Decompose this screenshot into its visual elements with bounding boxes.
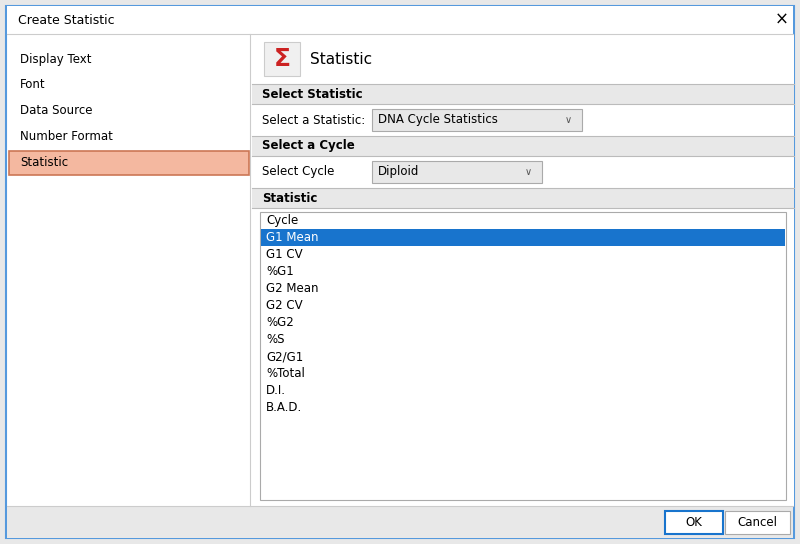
Text: %S: %S	[266, 333, 285, 346]
Text: ×: ×	[775, 11, 789, 29]
Text: Data Source: Data Source	[20, 104, 93, 118]
Bar	[252, 188, 794, 208]
Text: Display Text: Display Text	[20, 53, 91, 65]
Bar	[7, 6, 793, 34]
Text: DNA Cycle Statistics: DNA Cycle Statistics	[378, 114, 498, 127]
Text: %Total: %Total	[266, 367, 305, 380]
Text: Select Cycle: Select Cycle	[262, 165, 334, 178]
Text: G2 Mean: G2 Mean	[266, 282, 318, 295]
Bar	[7, 506, 793, 538]
Text: Select a Cycle: Select a Cycle	[262, 139, 354, 152]
Text: Select Statistic: Select Statistic	[262, 88, 362, 101]
Bar	[252, 84, 794, 104]
Text: G1 CV: G1 CV	[266, 248, 302, 261]
Bar	[8, 34, 250, 506]
Text: %G1: %G1	[266, 265, 294, 278]
Text: G2 CV: G2 CV	[266, 299, 302, 312]
Text: Σ: Σ	[274, 47, 290, 71]
Text: Statistic: Statistic	[262, 191, 318, 205]
Text: Statistic: Statistic	[310, 52, 372, 66]
Bar	[252, 136, 794, 156]
Bar	[264, 42, 300, 76]
Text: Create Statistic: Create Statistic	[18, 14, 114, 27]
Text: Select a Statistic:: Select a Statistic:	[262, 114, 366, 127]
Bar	[260, 212, 786, 500]
Text: OK: OK	[686, 516, 702, 529]
Text: Number Format: Number Format	[20, 131, 113, 144]
Text: Cycle: Cycle	[266, 214, 298, 227]
Text: Cancel: Cancel	[738, 516, 778, 529]
Bar	[665, 510, 723, 534]
Text: Diploid: Diploid	[378, 165, 419, 178]
Text: Font: Font	[20, 78, 46, 91]
Text: G1 Mean: G1 Mean	[266, 231, 318, 244]
Text: Statistic: Statistic	[20, 157, 68, 170]
Text: ∨: ∨	[525, 167, 531, 177]
Bar	[372, 109, 582, 131]
Bar	[261, 229, 785, 246]
Text: B.A.D.: B.A.D.	[266, 401, 302, 414]
Bar	[725, 510, 790, 534]
Bar	[372, 161, 542, 183]
Bar	[9, 151, 249, 175]
Text: G2/G1: G2/G1	[266, 350, 303, 363]
Text: D.I.: D.I.	[266, 384, 286, 397]
Text: %G2: %G2	[266, 316, 294, 329]
Bar	[252, 34, 794, 506]
Text: ∨: ∨	[565, 115, 571, 125]
